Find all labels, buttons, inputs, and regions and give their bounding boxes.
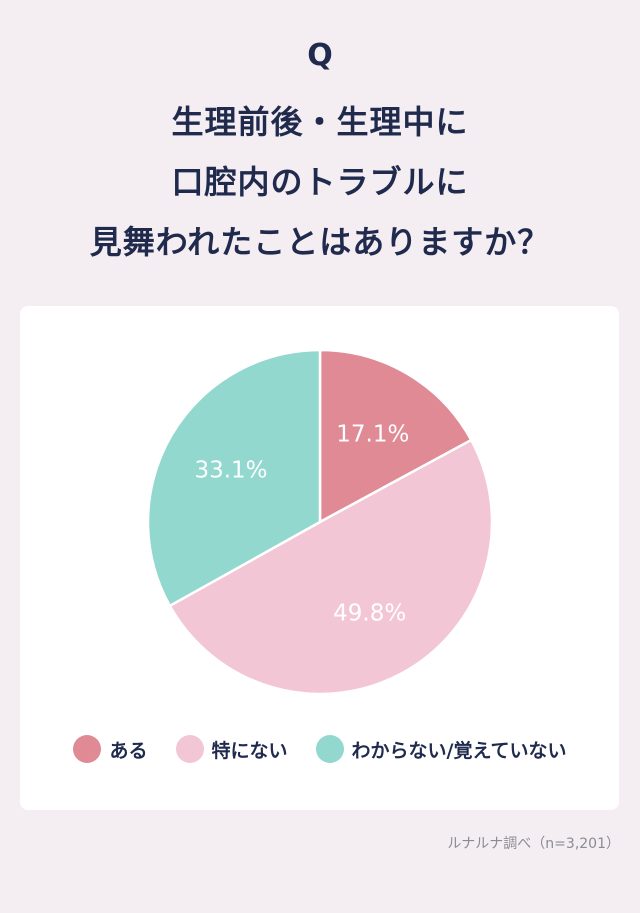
legend-swatch-wakaranai [315, 735, 344, 763]
legend-item-aru: ある [73, 735, 148, 763]
data-label-tokuninai: 49.8% [333, 600, 406, 626]
legend-swatch-tokuninai [175, 735, 204, 763]
legend-label-wakaranai: わからない/覚えていない [351, 739, 567, 762]
pie-slice-aru [318, 348, 473, 525]
legend-item-wakaranai: わからない/覚えていない [315, 735, 567, 763]
title-line-3: 見舞われたことはありますか？ [89, 223, 551, 261]
legend-item-tokuninai: 特にない [175, 735, 288, 763]
legend-label-tokuninai: 特にない [211, 739, 288, 762]
legend-swatch-aru [73, 735, 102, 763]
title-line-2: 口腔内のトラブルに [171, 163, 469, 201]
data-label-wakaranai: 33.1% [194, 458, 267, 484]
pie-slice-wakaranai [146, 348, 322, 608]
legend: ある 特にない わからない/覚えていない [0, 731, 640, 767]
page-title: 生理前後・生理中に 口腔内のトラブルに 見舞われたことはありますか？ [0, 92, 640, 272]
title-line-1: 生理前後・生理中に [171, 103, 469, 141]
source-note: ルナルナ調べ（n=3,201） [447, 836, 620, 852]
pie-slice-tokuninai [168, 438, 494, 696]
legend-label-aru: ある [109, 739, 148, 762]
question-mark: Q [307, 38, 333, 73]
data-label-aru: 17.1% [336, 421, 409, 447]
